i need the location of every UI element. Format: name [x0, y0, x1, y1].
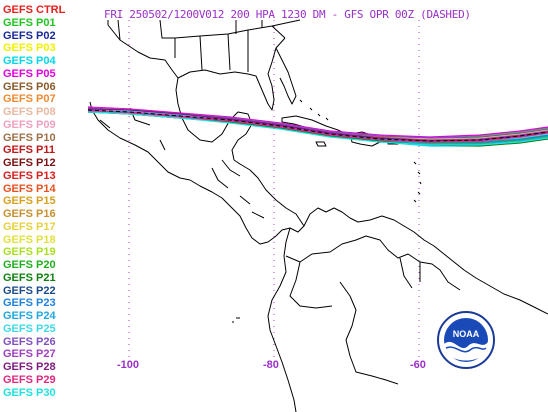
- mexico-pacific-coast: [89, 101, 191, 181]
- legend-entry: GEFS P30: [3, 386, 56, 399]
- legend-entry: GEFS P01: [3, 16, 56, 29]
- legend-entry: GEFS P09: [3, 118, 56, 131]
- legend-entry: GEFS P12: [3, 157, 56, 169]
- legend-entry: GEFS P07: [3, 93, 56, 106]
- legend-entry: GEFS P24: [3, 310, 56, 322]
- south-america-borders: [285, 235, 461, 385]
- legend-entry: GEFS P25: [3, 322, 56, 335]
- legend-entry: GEFS P17: [3, 220, 56, 233]
- legend-entry: GEFS P08: [3, 106, 56, 118]
- legend-entry: GEFS P16: [3, 208, 56, 220]
- legend-entry: GEFS P26: [3, 335, 56, 348]
- legend-entry: GEFS P27: [3, 348, 56, 361]
- florida: [275, 47, 297, 105]
- coastlines: [89, 19, 548, 412]
- legend-entry: GEFS P06: [3, 80, 56, 93]
- ensemble-legend: GEFS CTRL GEFS P01 GEFS P02 GEFS P03 GEFS P0…: [3, 4, 65, 399]
- legend-entry: GEFS P15: [3, 195, 56, 208]
- contour-gfs-opr-dashed: [87, 109, 548, 142]
- legend-entry: GEFS P10: [3, 131, 56, 144]
- noaa-logo: NOAA: [437, 311, 495, 369]
- noaa-logo-text: NOAA: [453, 329, 480, 339]
- legend-entry: GEFS P22: [3, 284, 56, 297]
- ensemble-contours: [87, 106, 548, 147]
- lon-label-100w: -100: [117, 359, 140, 371]
- contour-gefs-p30: [87, 111, 548, 146]
- gulf-coast: [177, 37, 286, 111]
- jamaica: [315, 141, 327, 147]
- south-america-west-coast: [267, 227, 297, 412]
- legend-entry: GEFS P14: [3, 182, 56, 195]
- lon-label-60w: -60: [410, 359, 426, 371]
- us-mexico-border: [107, 24, 179, 79]
- legend-entry: GEFS P04: [3, 55, 56, 67]
- legend-entry: GEFS P11: [3, 144, 55, 157]
- legend-entry: GEFS P03: [3, 42, 56, 55]
- contour-gefs-p27: [87, 110, 548, 141]
- hispaniola: [349, 131, 381, 147]
- legend-entry: GEFS P18: [3, 233, 56, 246]
- legend-entry: GEFS P05: [3, 67, 56, 80]
- legend-entry: GEFS P23: [3, 297, 56, 310]
- south-america-north-coast: [303, 207, 548, 315]
- central-america-borders: [211, 159, 265, 219]
- map-title: FRI 250502/1200V012 200 HPA 1230 DM - GF…: [104, 8, 471, 21]
- legend-entry: GEFS CTRL: [3, 4, 66, 16]
- us-state-borders: [107, 19, 301, 72]
- mexico-gulf-coast: [175, 77, 253, 161]
- legend-entry: GEFS P20: [3, 259, 56, 271]
- lesser-antilles: [413, 161, 422, 203]
- contour-gefs-p29: [87, 109, 548, 143]
- legend-entry: GEFS P29: [3, 373, 56, 386]
- contour-gefs-p05: [87, 106, 548, 138]
- bahamas: [299, 99, 329, 121]
- galapagos: [232, 317, 240, 323]
- legend-entry: GEFS P19: [3, 246, 56, 259]
- legend-entry: GEFS P21: [3, 271, 56, 284]
- central-america: [189, 159, 305, 245]
- legend-entry: GEFS P28: [3, 361, 56, 373]
- legend-entry: GEFS P13: [3, 169, 56, 182]
- legend-entry: GEFS P02: [3, 29, 56, 42]
- lon-label-80w: -80: [263, 359, 279, 371]
